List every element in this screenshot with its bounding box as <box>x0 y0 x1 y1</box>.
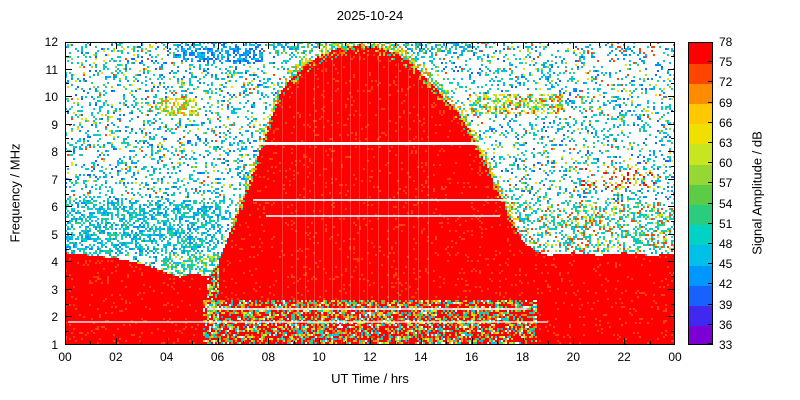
colorbar-tick-label: 54 <box>719 196 733 211</box>
colorbar-canvas <box>688 42 713 345</box>
x-tick-label: 08 <box>261 350 276 364</box>
colorbar-tick-label: 33 <box>719 338 733 352</box>
colorbar-tick-label: 57 <box>719 176 733 191</box>
x-tick-label: 14 <box>414 350 428 364</box>
y-tick-label: 1 <box>51 338 58 352</box>
x-axis-label: UT Time / hrs <box>331 371 409 386</box>
colorbar-tick-label: 36 <box>719 317 733 332</box>
y-tick-label: 9 <box>51 117 58 132</box>
colorbar-tick-label: 78 <box>719 35 733 49</box>
y-tick-label: 12 <box>44 35 58 49</box>
colorbar-tick-label: 48 <box>719 237 733 251</box>
colorbar-tick-label: 39 <box>719 297 733 312</box>
chart-title: 2025-10-24 <box>336 8 404 23</box>
heatmap-canvas <box>65 42 675 345</box>
y-tick-label: 4 <box>51 255 58 270</box>
x-tick-label: 04 <box>159 350 174 364</box>
x-tick-label: 00 <box>58 350 72 364</box>
colorbar-tick-label: 51 <box>719 216 733 231</box>
colorbar-tick-label: 69 <box>719 95 733 110</box>
colorbar-tick-label: 42 <box>719 277 733 292</box>
colorbar-label: Signal Amplitude / dB <box>749 131 765 255</box>
y-tick-label: 7 <box>51 172 58 187</box>
colorbar-tick-label: 72 <box>719 75 733 90</box>
x-tick-label: 16 <box>464 350 479 364</box>
x-tick-label: 12 <box>363 350 377 364</box>
colorbar-tick-label: 66 <box>719 115 733 130</box>
y-tick-label: 6 <box>51 200 58 215</box>
y-tick-label: 3 <box>51 282 58 297</box>
x-tick-label: 00 <box>668 350 682 364</box>
colorbar-tick-label: 63 <box>719 136 733 150</box>
x-tick-label: 10 <box>312 350 326 364</box>
x-tick-label: 20 <box>566 350 581 364</box>
x-tick-label: 02 <box>109 350 123 364</box>
y-tick-label: 8 <box>51 145 58 160</box>
x-tick-label: 18 <box>515 350 530 364</box>
colorbar-tick-label: 45 <box>719 257 733 272</box>
colorbar-tick-label: 75 <box>719 55 733 70</box>
y-tick-label: 2 <box>51 310 58 325</box>
y-tick-label: 11 <box>45 62 58 77</box>
y-axis-label: Frequency / MHz <box>7 143 23 243</box>
y-tick-label: 5 <box>51 227 58 242</box>
x-tick-label: 22 <box>617 350 631 364</box>
colorbar-tick-label: 60 <box>719 156 733 171</box>
y-tick-label: 10 <box>44 90 58 105</box>
x-tick-label: 06 <box>210 350 225 364</box>
